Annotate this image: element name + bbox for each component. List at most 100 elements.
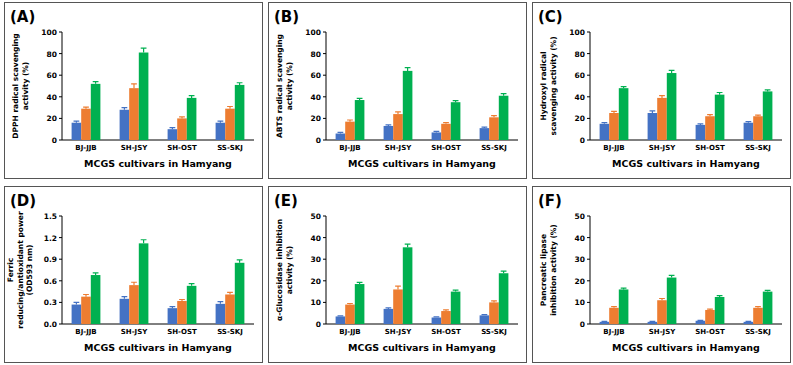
y-tick-label: 0.9 [44, 255, 57, 264]
error-bar [698, 320, 704, 322]
bar [609, 308, 619, 324]
y-tick-label: 20 [575, 277, 585, 286]
error-bar [93, 82, 99, 84]
error-bar [602, 123, 608, 124]
error-bar [746, 122, 752, 123]
bar [480, 128, 490, 140]
error-bar [395, 286, 401, 289]
y-tick-label: 20 [311, 114, 321, 123]
error-bar [179, 300, 185, 301]
y-tick-label: 40 [311, 234, 321, 243]
bar [648, 322, 658, 324]
panel-frame [533, 3, 791, 179]
y-tick-label: 80 [575, 50, 585, 59]
y-axis [326, 216, 327, 324]
y-tick-label: 0 [580, 136, 585, 145]
x-tick-label: SS-SKJ [745, 144, 771, 152]
error-bar [453, 290, 459, 292]
error-bar [83, 294, 89, 296]
bar [600, 322, 610, 324]
bar [384, 126, 394, 140]
error-bar [131, 84, 137, 88]
x-tick-label: SS-SKJ [481, 328, 507, 336]
x-tick-label: BJ-JJB [339, 328, 360, 336]
panel: (C)020406080100Hydroxyl radicalscavengin… [533, 3, 791, 179]
bar [91, 275, 101, 324]
x-tick-label: SH-JSY [385, 144, 412, 152]
bar [187, 286, 197, 324]
error-bar [669, 70, 675, 73]
error-bar [621, 87, 627, 89]
y-axis [62, 216, 63, 324]
error-bar [227, 292, 233, 294]
marks [72, 240, 245, 324]
bar [168, 308, 178, 324]
y-tick-label: 20 [575, 114, 585, 123]
error-bar [338, 132, 344, 133]
error-bar [482, 314, 488, 316]
panel-frame [5, 187, 263, 363]
panel-label: (D) [10, 192, 36, 210]
bar [619, 88, 629, 140]
bar [744, 123, 754, 140]
marks [600, 70, 773, 140]
y-axis [326, 32, 327, 140]
bar [489, 117, 499, 140]
panel: (D)0.00.30.60.91.21.5Ferricreducing/anti… [5, 187, 263, 363]
bar [225, 294, 235, 324]
error-bar [491, 116, 497, 118]
error-bar [405, 244, 411, 247]
marks-inner [336, 68, 509, 140]
x-tick-label: BJ-JJB [603, 144, 624, 152]
error-bar [659, 299, 665, 301]
y-axis-label: ABTS radical scavengingactivity (%) [275, 34, 294, 138]
bar [696, 125, 706, 140]
panel-label: (A) [10, 8, 35, 26]
x-tick-label: BJ-JJB [603, 328, 624, 336]
marks [336, 68, 509, 140]
error-bar [650, 321, 656, 323]
error-bar [141, 240, 147, 244]
bar [753, 116, 763, 140]
error-bar [122, 108, 128, 110]
bar [72, 123, 82, 140]
bar [177, 301, 187, 324]
x-axis-label: MCGS cultivars in Hamyang [84, 158, 232, 169]
bar [216, 304, 226, 324]
panel: (A)020406080100DPPH radical scavengingac… [5, 3, 263, 179]
y-tick-label: 40 [47, 93, 57, 102]
bar [336, 316, 346, 324]
panel: (E)01020304050α-Glucosidase inhibitionac… [269, 187, 527, 363]
error-bar [170, 128, 176, 130]
marks-inner [600, 70, 773, 140]
error-bar [347, 303, 353, 304]
y-tick-label: 10 [311, 298, 321, 307]
y-tick-label: 0.3 [44, 298, 57, 307]
bar [393, 289, 403, 324]
error-bar [189, 284, 195, 286]
error-bar [131, 282, 137, 285]
error-bar [189, 96, 195, 98]
error-bar [405, 68, 411, 71]
y-tick-label: 100 [569, 28, 585, 37]
panel: (B)020406080100ABTS radical scavengingac… [269, 3, 527, 179]
bar [168, 129, 178, 140]
error-bar [482, 127, 488, 128]
bar [657, 300, 667, 324]
bar [715, 95, 725, 140]
bar [609, 113, 619, 140]
error-bar [501, 271, 507, 273]
error-bar [170, 307, 176, 308]
error-bar [611, 307, 617, 308]
error-bar [434, 131, 440, 132]
error-bar [746, 321, 752, 323]
x-tick-label: SH-JSY [121, 328, 148, 336]
error-bar [611, 111, 617, 113]
y-tick-label: 0 [316, 136, 321, 145]
y-axis-label: Pancreatic lipaseinhibition activity (%) [539, 224, 558, 316]
error-bar [357, 282, 363, 284]
marks [600, 275, 773, 324]
x-tick-label: SH-OST [167, 328, 197, 336]
error-bar [122, 297, 128, 299]
error-bar [386, 125, 392, 126]
